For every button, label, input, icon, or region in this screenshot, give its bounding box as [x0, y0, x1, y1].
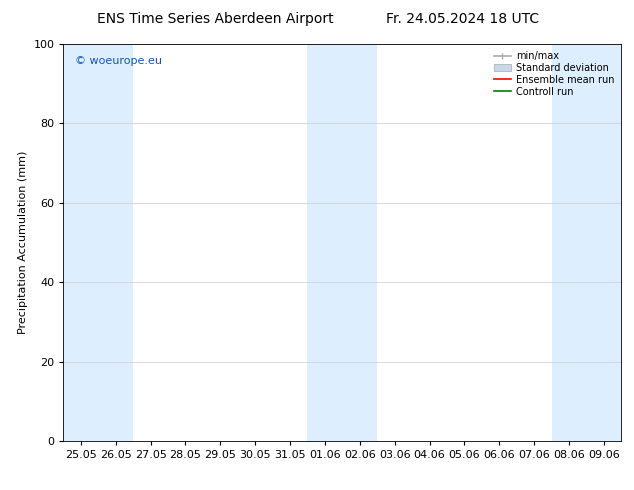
- Text: Fr. 24.05.2024 18 UTC: Fr. 24.05.2024 18 UTC: [386, 12, 540, 26]
- Bar: [307, 44, 377, 441]
- Bar: [552, 44, 621, 441]
- Text: © woeurope.eu: © woeurope.eu: [75, 56, 162, 66]
- Text: ENS Time Series Aberdeen Airport: ENS Time Series Aberdeen Airport: [97, 12, 334, 26]
- Bar: [63, 44, 133, 441]
- Legend: min/max, Standard deviation, Ensemble mean run, Controll run: min/max, Standard deviation, Ensemble me…: [492, 49, 616, 98]
- Y-axis label: Precipitation Accumulation (mm): Precipitation Accumulation (mm): [18, 151, 28, 334]
